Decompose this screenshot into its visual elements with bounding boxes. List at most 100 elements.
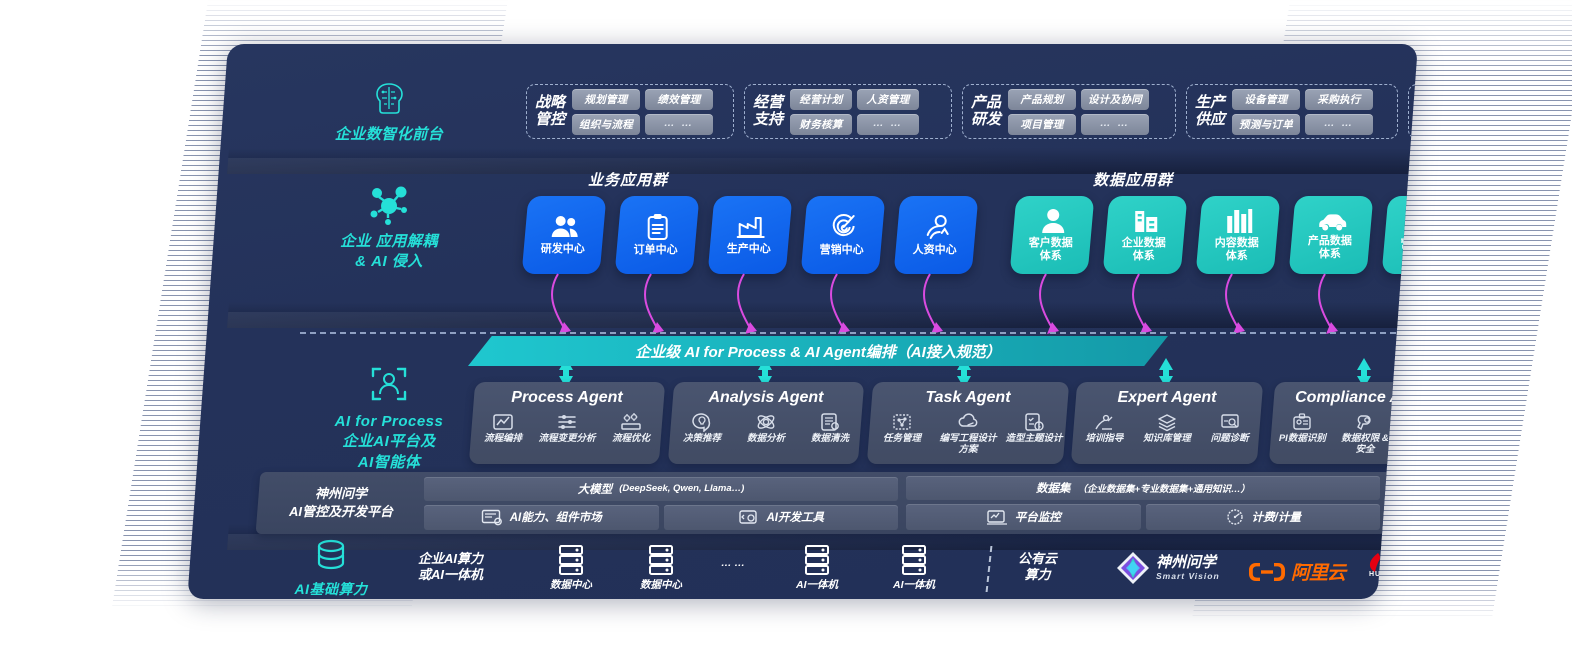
data-card-product[interactable]: 产品数据 体系 bbox=[1288, 196, 1374, 274]
platform-monitoring-label: 平台监控 bbox=[1014, 512, 1061, 524]
atom-gear-icon bbox=[757, 415, 775, 429]
agent-item-label: 造型主题设计 bbox=[1005, 433, 1063, 444]
platform-left-column: 大模型 (DeepSeek, Qwen, Llama…) AI能力、组件市场 bbox=[424, 476, 898, 530]
top-group-marketing[interactable]: 营销服务 市场营销 客户关系 整车物流 … … bbox=[1408, 84, 1418, 139]
vendor-shenzhou[interactable]: 神州问学 Smart Vision bbox=[1116, 551, 1220, 585]
top-group-production[interactable]: 生产 供应 设备管理 采购执行 预测与订单 … … bbox=[1186, 84, 1398, 139]
agent-item-problem-diagnosis[interactable]: 问题诊断 bbox=[1199, 412, 1260, 445]
chip-hr-mgmt[interactable]: 人资管理 bbox=[857, 88, 920, 110]
platform-name-line2: AI管控及开发平台 bbox=[288, 504, 393, 519]
top-group-product-rnd[interactable]: 产品 研发 产品规划 设计及协同 项目管理 … … bbox=[962, 84, 1176, 139]
app-card-production-center[interactable]: 生产中心 bbox=[707, 196, 793, 274]
top-group-strategy[interactable]: 战略 管控 规划管理 绩效管理 组织与流程 … … bbox=[526, 84, 734, 139]
platform-billing-label: 计费/计量 bbox=[1251, 512, 1301, 524]
agent-process[interactable]: Process Agent 流程编排 bbox=[468, 382, 666, 464]
agent-item-change-analysis[interactable]: 流程变更分析 bbox=[536, 412, 598, 445]
agent-item-pi-detection[interactable]: PI数据识别 bbox=[1272, 412, 1333, 455]
agent-item-training[interactable]: 培训指导 bbox=[1074, 412, 1135, 445]
chip-more-operations[interactable]: … … bbox=[857, 113, 920, 135]
server-icon bbox=[902, 545, 926, 575]
platform-monitoring[interactable]: 平台监控 bbox=[906, 504, 1141, 530]
chip-forecast-order[interactable]: 预测与订单 bbox=[1232, 113, 1301, 135]
platform-capability-market[interactable]: AI能力、组件市场 bbox=[424, 504, 659, 530]
platform-billing[interactable]: 计费/计量 bbox=[1145, 504, 1380, 530]
data-card-enterprise[interactable]: 企业数据 体系 bbox=[1102, 196, 1188, 274]
infra-datacenter-2-label: 数据中心 bbox=[640, 579, 682, 591]
agent-item-styling-design[interactable]: 造型主题设计 bbox=[1002, 412, 1066, 455]
person-chart-icon bbox=[926, 215, 949, 240]
network-task-icon bbox=[893, 414, 911, 430]
platform-dataset-title: 数据集 bbox=[1035, 483, 1071, 495]
clipboard-icon bbox=[647, 214, 668, 241]
business-group-title: 业务应用群 bbox=[588, 172, 669, 189]
agent-item-data-analysis[interactable]: 数据分析 bbox=[735, 412, 797, 445]
infra-more-dots: … … bbox=[721, 557, 745, 570]
teach-icon bbox=[1095, 414, 1113, 430]
platform-dev-tools-label: AI开发工具 bbox=[766, 512, 825, 524]
vendor-shenzhou-name: 神州问学 bbox=[1156, 554, 1217, 572]
chip-org-process[interactable]: 组织与流程 bbox=[572, 113, 641, 135]
chip-more-production[interactable]: … … bbox=[1305, 113, 1374, 135]
agent-item-flow-orchestration[interactable]: 流程编排 bbox=[472, 412, 534, 445]
gauge-icon bbox=[1226, 509, 1243, 525]
chip-finance-acct[interactable]: 财务核算 bbox=[790, 113, 853, 135]
data-card-customer[interactable]: 客户数据 体系 bbox=[1009, 196, 1095, 274]
infra-datacenter-2[interactable]: 数据中心 bbox=[640, 544, 682, 592]
agent-item-compliance-alert[interactable]: 合规预警 bbox=[1397, 412, 1418, 455]
platform-dataset-box[interactable]: 数据集 （企业数据集+专业数据集+通用知识…） bbox=[906, 476, 1380, 500]
vendor-shenzhou-sub: Smart Vision bbox=[1156, 570, 1220, 581]
app-card-marketing-center[interactable]: 营销中心 bbox=[800, 196, 886, 274]
chip-more-rnd[interactable]: … … bbox=[1081, 113, 1150, 135]
chip-planning-mgmt[interactable]: 规划管理 bbox=[572, 88, 641, 110]
layer-label-front: 企业数智化前台 bbox=[304, 79, 474, 145]
agent-expert[interactable]: Expert Agent 培训指导 bbox=[1070, 382, 1264, 464]
layer-ai-text-2: 企业AI平台及 bbox=[342, 433, 436, 451]
agent-compliance[interactable]: Compliance Agent PI数据识别 bbox=[1268, 382, 1418, 464]
platform-name: 神州问学 AI管控及开发平台 bbox=[266, 485, 416, 520]
lightbulb-chat-icon bbox=[692, 413, 711, 432]
platform-dev-tools[interactable]: AI开发工具 bbox=[663, 504, 898, 530]
molecule-icon bbox=[370, 186, 407, 225]
vendor-aliyun[interactable]: 阿里云 bbox=[1248, 558, 1345, 585]
agent-item-data-permission[interactable]: 数据权限 & 安全 bbox=[1335, 412, 1396, 455]
platform-llm-box[interactable]: 大模型 (DeepSeek, Qwen, Llama…) bbox=[424, 476, 898, 501]
data-card-enterprise-label: 企业数据 体系 bbox=[1121, 236, 1166, 262]
agent-item-flow-optimization[interactable]: 流程优化 bbox=[600, 412, 662, 445]
agent-item-data-cleaning[interactable]: 数据清洗 bbox=[799, 412, 861, 445]
chip-equipment-mgmt[interactable]: 设备管理 bbox=[1232, 88, 1301, 110]
infra-public-cloud-label: 公有云 算力 bbox=[1018, 551, 1058, 582]
vendor-huawei[interactable]: HUAWEI bbox=[1363, 547, 1409, 577]
infra-ai-appliance-2[interactable]: AI一体机 bbox=[893, 544, 935, 592]
infra-datacenter-1[interactable]: 数据中心 bbox=[550, 544, 592, 592]
aliyun-logo bbox=[1249, 562, 1285, 581]
chip-design-collab[interactable]: 设计及协同 bbox=[1081, 88, 1150, 110]
sliders-icon bbox=[558, 415, 576, 429]
app-card-hr-center[interactable]: 人资中心 bbox=[893, 196, 979, 274]
layer-label-decouple: 企业 应用解耦 & AI 侵入 bbox=[304, 184, 474, 273]
ai-section-divider bbox=[300, 332, 1396, 334]
chip-project-mgmt[interactable]: 项目管理 bbox=[1008, 113, 1077, 135]
agent-item-write-design[interactable]: 编写工程设计方案 bbox=[936, 412, 1000, 455]
car-icon bbox=[1319, 213, 1347, 231]
infra-ai-appliance-1[interactable]: AI一体机 bbox=[796, 544, 838, 592]
agent-task[interactable]: Task Agent 任务管理 bbox=[866, 382, 1070, 464]
agent-item-task-mgmt[interactable]: 任务管理 bbox=[870, 412, 934, 455]
chip-more-strategy[interactable]: … … bbox=[645, 113, 714, 135]
agent-item-label: 决策推荐 bbox=[682, 433, 721, 444]
agent-analysis[interactable]: Analysis Agent 决策推荐 bbox=[667, 382, 865, 464]
chip-performance-mgmt[interactable]: 绩效管理 bbox=[645, 88, 714, 110]
data-card-content[interactable]: 内容数据 体系 bbox=[1195, 196, 1281, 274]
infra-enterprise-compute[interactable]: 企业AI算力 或AI一体机 bbox=[418, 551, 483, 582]
agent-item-knowledge-base[interactable]: 知识库管理 bbox=[1137, 412, 1198, 445]
top-group-product-rnd-name: 产品 研发 bbox=[971, 93, 1002, 128]
chip-procurement[interactable]: 采购执行 bbox=[1305, 88, 1374, 110]
top-group-operations[interactable]: 经营 支持 经营计划 人资管理 财务核算 … … bbox=[744, 84, 952, 139]
ai-orchestration-bar: 企业级 AI for Process & AI Agent编排（AI接入规范） bbox=[468, 336, 1168, 366]
app-card-order-center[interactable]: 订单中心 bbox=[614, 196, 700, 274]
agent-item-decision-rec[interactable]: 决策推荐 bbox=[671, 412, 733, 445]
infra-public-cloud[interactable]: 公有云 算力 bbox=[1018, 551, 1057, 582]
app-card-rnd-center[interactable]: 研发中心 bbox=[521, 196, 607, 274]
chip-product-planning[interactable]: 产品规划 bbox=[1008, 88, 1077, 110]
data-card-marketing[interactable]: 营销数据 体系 bbox=[1381, 196, 1418, 274]
chip-business-plan[interactable]: 经营计划 bbox=[790, 88, 853, 110]
